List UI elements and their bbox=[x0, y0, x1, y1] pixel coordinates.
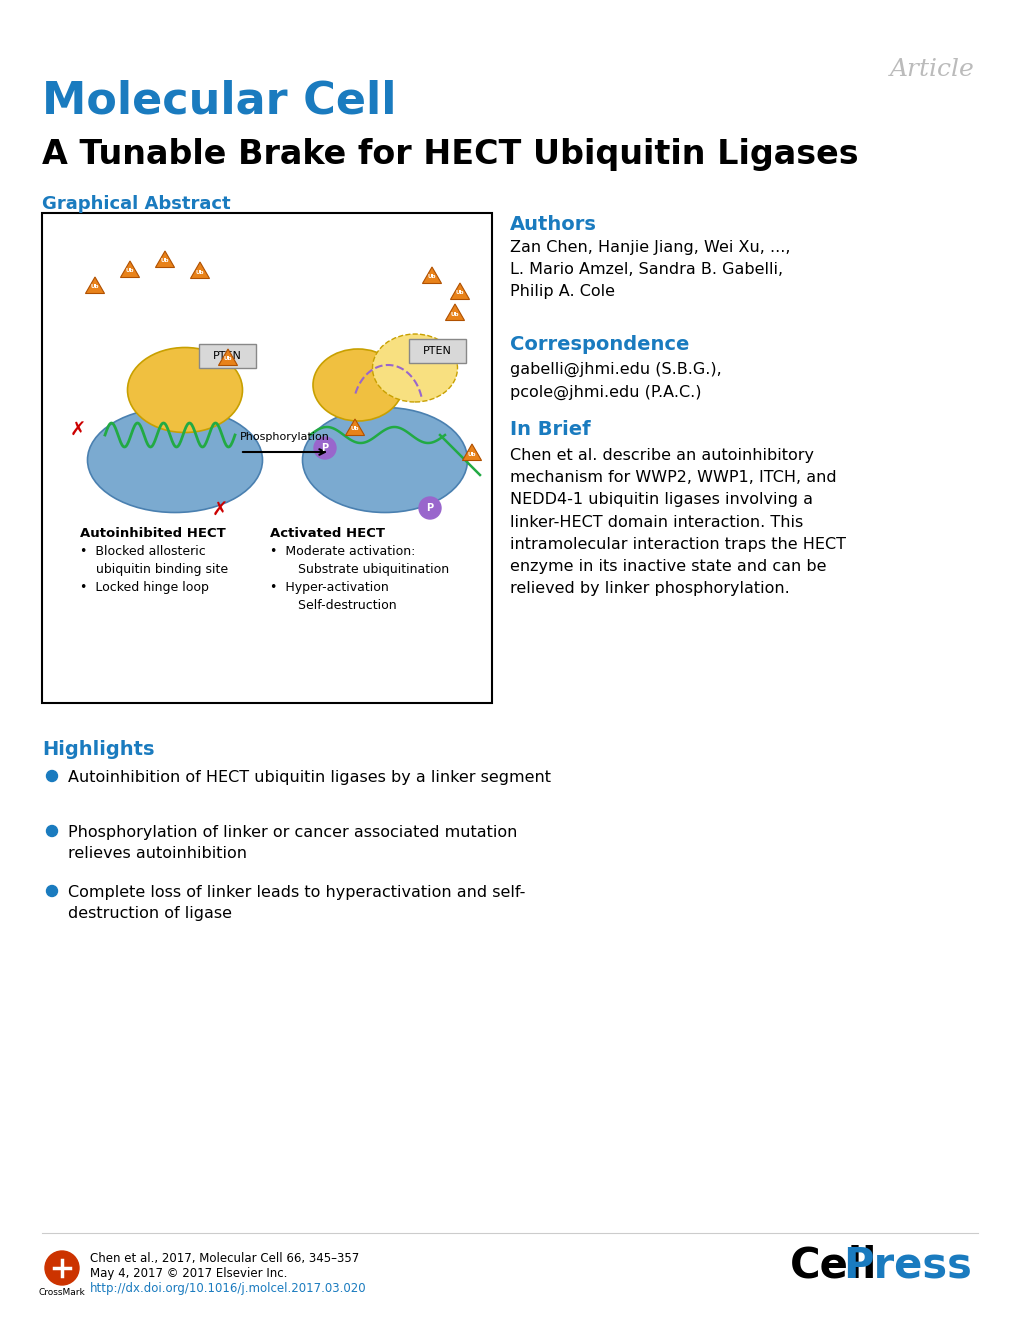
Text: http://dx.doi.org/10.1016/j.molcel.2017.03.020: http://dx.doi.org/10.1016/j.molcel.2017.… bbox=[90, 1282, 366, 1295]
Text: Ub: Ub bbox=[468, 451, 476, 457]
Text: Phosphorylation of linker or cancer associated mutation
relieves autoinhibition: Phosphorylation of linker or cancer asso… bbox=[68, 825, 517, 861]
Text: Ub: Ub bbox=[223, 356, 232, 361]
Circle shape bbox=[47, 771, 57, 781]
Text: P: P bbox=[426, 503, 433, 512]
Ellipse shape bbox=[313, 350, 403, 421]
Text: Ub: Ub bbox=[427, 274, 436, 279]
Text: Article: Article bbox=[890, 58, 974, 81]
Text: Zan Chen, Hanjie Jiang, Wei Xu, ...,
L. Mario Amzel, Sandra B. Gabelli,
Philip A: Zan Chen, Hanjie Jiang, Wei Xu, ..., L. … bbox=[510, 240, 790, 299]
Text: In Brief: In Brief bbox=[510, 420, 590, 440]
Text: Ub: Ub bbox=[91, 285, 99, 290]
Circle shape bbox=[47, 825, 57, 837]
Text: Ub: Ub bbox=[455, 290, 464, 295]
Text: Press: Press bbox=[842, 1245, 971, 1286]
Text: PTEN: PTEN bbox=[212, 351, 242, 361]
Text: Ub: Ub bbox=[450, 311, 459, 316]
Text: Ub: Ub bbox=[196, 270, 204, 274]
Text: Ub: Ub bbox=[125, 269, 135, 274]
Circle shape bbox=[314, 437, 335, 459]
Text: ✗: ✗ bbox=[212, 500, 228, 519]
Text: Correspondence: Correspondence bbox=[510, 335, 689, 354]
Ellipse shape bbox=[127, 347, 243, 433]
Text: A Tunable Brake for HECT Ubiquitin Ligases: A Tunable Brake for HECT Ubiquitin Ligas… bbox=[42, 138, 858, 171]
Text: Chen et al., 2017, Molecular Cell 66, 345–357: Chen et al., 2017, Molecular Cell 66, 34… bbox=[90, 1253, 359, 1264]
Text: Highlights: Highlights bbox=[42, 740, 154, 759]
Text: Ub: Ub bbox=[161, 258, 169, 263]
Text: Chen et al. describe an autoinhibitory
mechanism for WWP2, WWP1, ITCH, and
NEDD4: Chen et al. describe an autoinhibitory m… bbox=[510, 448, 845, 596]
Text: May 4, 2017 © 2017 Elsevier Inc.: May 4, 2017 © 2017 Elsevier Inc. bbox=[90, 1267, 287, 1280]
Circle shape bbox=[419, 496, 440, 519]
Text: CrossMark: CrossMark bbox=[39, 1288, 86, 1298]
Text: P: P bbox=[321, 444, 328, 453]
Text: Ub: Ub bbox=[351, 426, 359, 432]
Ellipse shape bbox=[303, 408, 467, 512]
FancyBboxPatch shape bbox=[199, 344, 256, 368]
Text: Graphical Abstract: Graphical Abstract bbox=[42, 195, 230, 213]
Text: •  Blocked allosteric
    ubiquitin binding site
•  Locked hinge loop: • Blocked allosteric ubiquitin binding s… bbox=[79, 545, 228, 594]
Text: Autoinhibition of HECT ubiquitin ligases by a linker segment: Autoinhibition of HECT ubiquitin ligases… bbox=[68, 771, 550, 785]
Text: Cell: Cell bbox=[790, 1245, 876, 1286]
Text: •  Moderate activation:
       Substrate ubiquitination
•  Hyper-activation
    : • Moderate activation: Substrate ubiquit… bbox=[270, 545, 448, 612]
Bar bbox=[42, 213, 491, 703]
Text: PTEN: PTEN bbox=[422, 346, 451, 356]
Circle shape bbox=[47, 886, 57, 896]
Circle shape bbox=[45, 1251, 78, 1286]
Text: Molecular Cell: Molecular Cell bbox=[42, 79, 396, 123]
Text: Activated HECT: Activated HECT bbox=[270, 527, 384, 540]
Ellipse shape bbox=[372, 334, 458, 402]
Text: ✗: ✗ bbox=[69, 421, 86, 440]
Text: Phosphorylation: Phosphorylation bbox=[239, 432, 329, 442]
Text: Complete loss of linker leads to hyperactivation and self-
destruction of ligase: Complete loss of linker leads to hyperac… bbox=[68, 884, 525, 922]
FancyBboxPatch shape bbox=[409, 339, 466, 363]
Ellipse shape bbox=[88, 408, 262, 512]
Text: gabelli@jhmi.edu (S.B.G.),
pcole@jhmi.edu (P.A.C.): gabelli@jhmi.edu (S.B.G.), pcole@jhmi.ed… bbox=[510, 361, 721, 400]
Text: Authors: Authors bbox=[510, 214, 596, 234]
Text: Autoinhibited HECT: Autoinhibited HECT bbox=[79, 527, 225, 540]
